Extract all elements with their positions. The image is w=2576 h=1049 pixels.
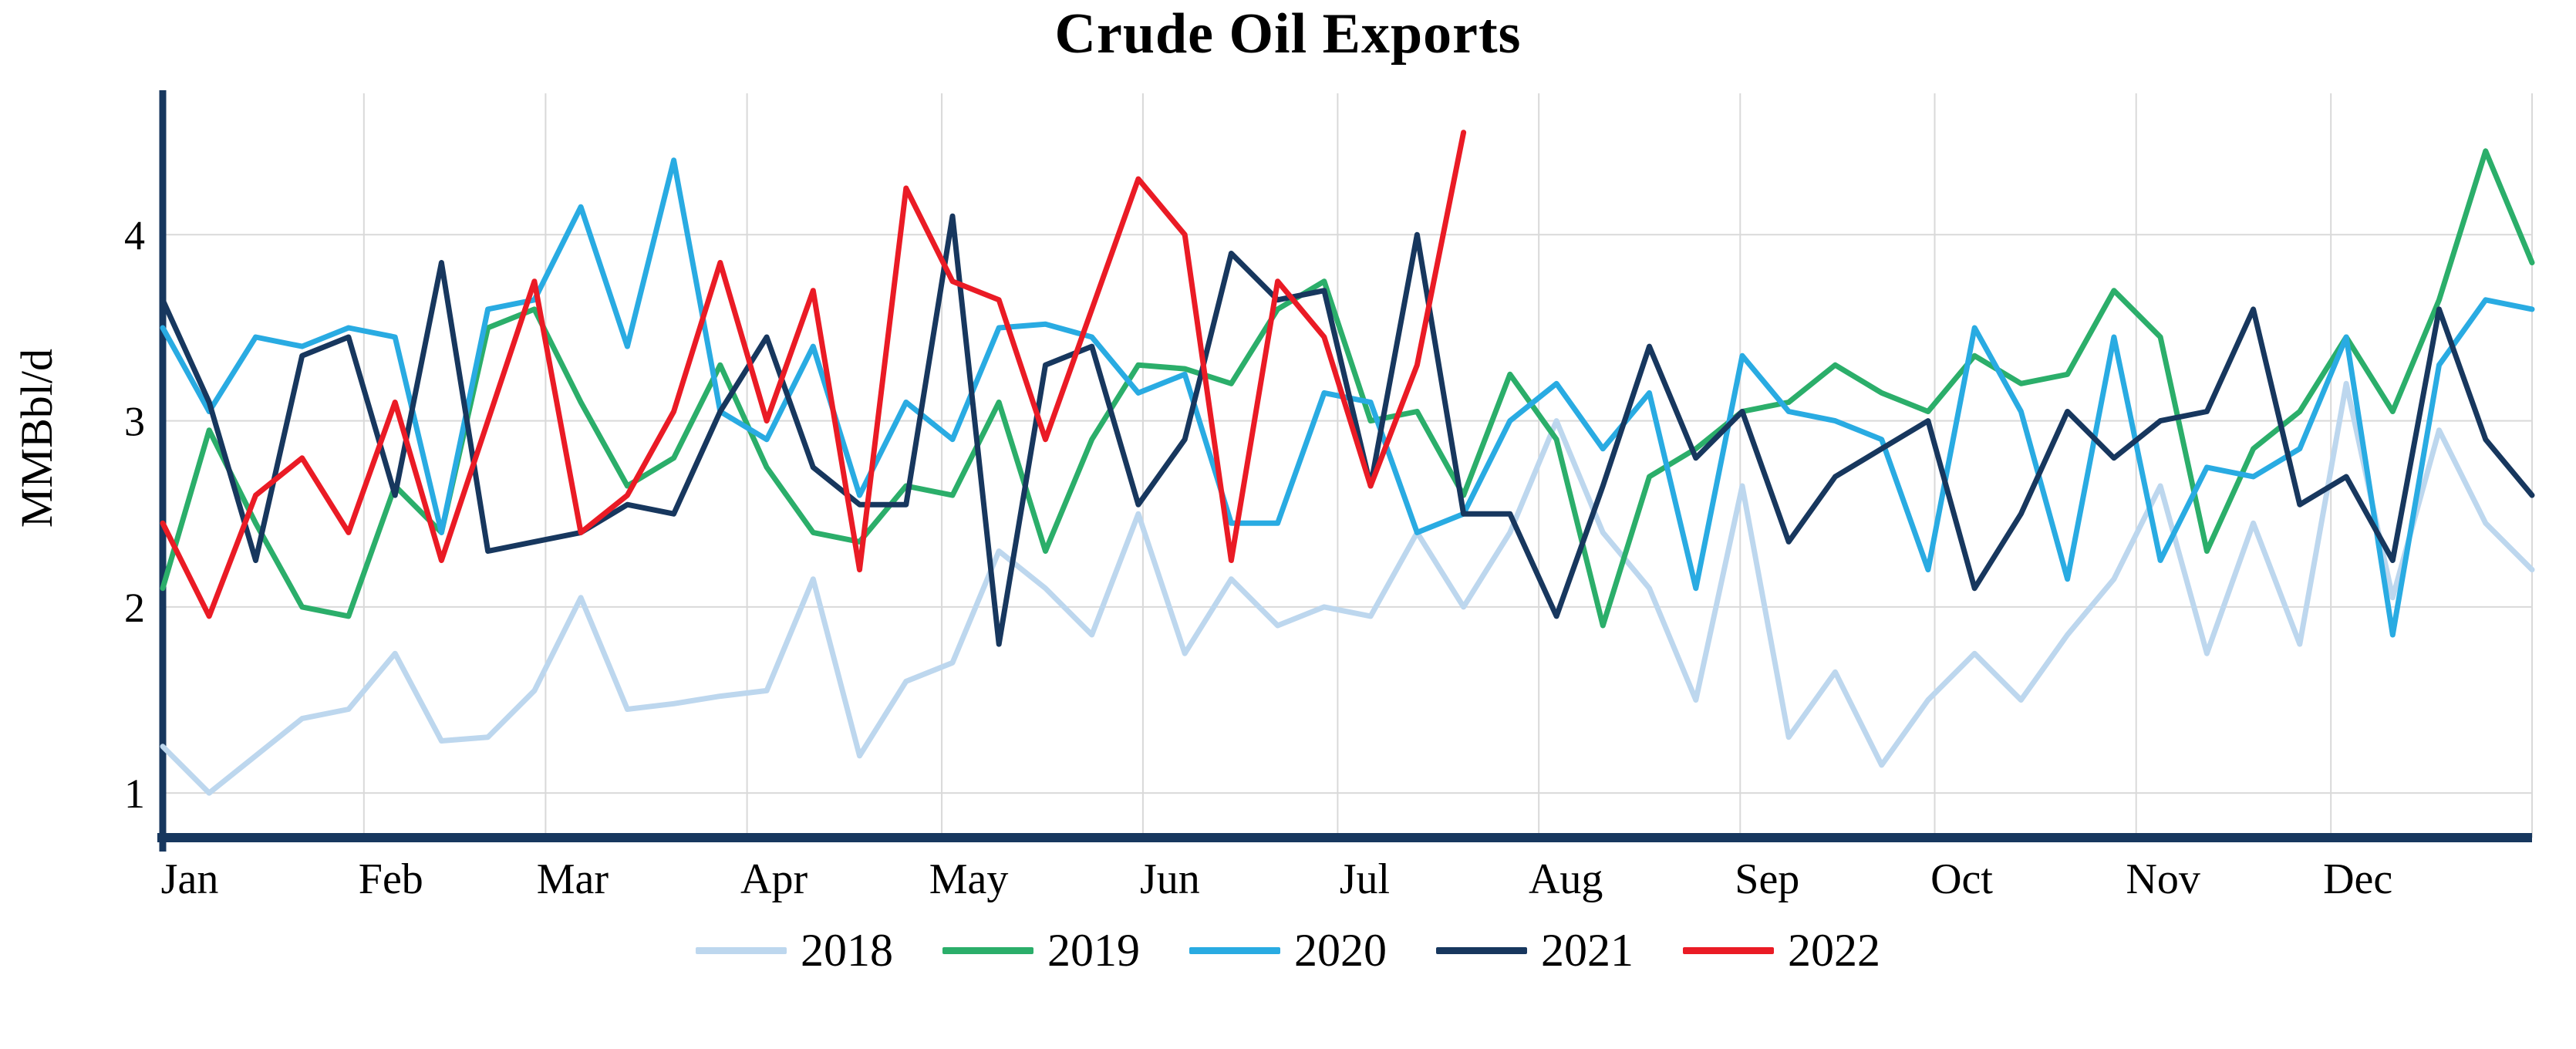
- chart-title: Crude Oil Exports: [1054, 2, 1522, 66]
- series-line-2018: [160, 380, 2535, 796]
- legend-item-2021: 2021: [1436, 924, 1634, 977]
- y-tick-label: 3: [124, 399, 145, 445]
- legend-label: 2019: [1047, 925, 1140, 976]
- x-tick-label: Feb: [359, 855, 423, 903]
- x-tick-label: Oct: [1930, 855, 1993, 903]
- series-line-2022: [160, 130, 1467, 619]
- legend-swatch-2022: [1683, 947, 1774, 954]
- legend-label: 2021: [1541, 925, 1634, 976]
- legend-item-2019: 2019: [942, 924, 1140, 977]
- legend-swatch-2019: [942, 947, 1033, 954]
- series-line-2021: [160, 213, 2535, 647]
- legend-label: 2020: [1294, 925, 1387, 976]
- x-tick-label: Aug: [1529, 855, 1603, 903]
- legend-swatch-2020: [1189, 947, 1280, 954]
- legend-swatch-2018: [696, 947, 787, 954]
- y-tick-label: 4: [124, 212, 145, 258]
- x-tick-label: Dec: [2323, 855, 2392, 903]
- x-tick-label: Nov: [2126, 855, 2200, 903]
- x-tick-label: Jun: [1140, 855, 1200, 903]
- x-tick-label: Mar: [537, 855, 609, 903]
- legend-item-2018: 2018: [696, 924, 893, 977]
- legend-label: 2022: [1788, 925, 1880, 976]
- x-tick-label: Sep: [1735, 855, 1799, 903]
- legend-label: 2018: [801, 925, 893, 976]
- x-tick-label: Apr: [740, 855, 808, 903]
- x-tick-label: Jan: [161, 855, 219, 903]
- legend-item-2020: 2020: [1189, 924, 1387, 977]
- series-line-2019: [160, 148, 2535, 629]
- line-chart-canvas: 1 2 3 4 Jan Feb Mar Apr May Jun Jul Aug Sep Oct Nov Dec: [124, 90, 2535, 903]
- y-tick-label: 1: [124, 771, 145, 817]
- y-tick-label: 2: [124, 585, 145, 631]
- chart-legend: 2018 2019 2020 2021 2022: [0, 924, 2576, 977]
- x-tick-label: May: [929, 855, 1009, 903]
- legend-item-2022: 2022: [1683, 924, 1880, 977]
- x-tick-label: Jul: [1340, 855, 1390, 903]
- legend-swatch-2021: [1436, 947, 1527, 954]
